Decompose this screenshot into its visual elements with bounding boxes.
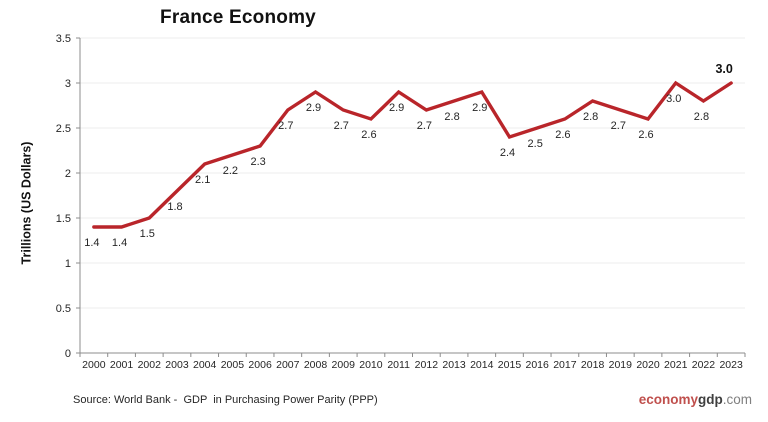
point-label-2002: 1.5 [140, 228, 155, 240]
logo-economy: economy [638, 392, 698, 407]
point-label-2023: 3.0 [715, 62, 732, 76]
x-tick-label-2021: 2021 [664, 359, 688, 371]
y-tick-label-2: 2 [65, 168, 71, 180]
x-tick-label-2023: 2023 [719, 359, 743, 371]
x-tick-label-2006: 2006 [248, 359, 272, 371]
source-note: Source: World Bank - GDP in Purchasing P… [73, 394, 378, 406]
point-label-2018: 2.8 [583, 111, 598, 123]
y-tick-label-3.5: 3.5 [56, 33, 71, 45]
x-tick-label-2022: 2022 [692, 359, 716, 371]
point-label-2010: 2.6 [361, 129, 376, 141]
point-label-2008: 2.9 [306, 102, 321, 114]
x-tick-label-2011: 2011 [387, 359, 410, 371]
y-tick-label-3: 3 [65, 78, 71, 90]
y-tick-label-2.5: 2.5 [56, 123, 71, 135]
point-label-2021: 3.0 [666, 93, 681, 105]
point-label-2006: 2.3 [250, 156, 265, 168]
x-tick-label-2020: 2020 [636, 359, 660, 371]
point-label-2007: 2.7 [278, 120, 293, 132]
point-label-2000: 1.4 [84, 237, 99, 249]
point-label-2001: 1.4 [112, 237, 127, 249]
point-label-2017: 2.6 [555, 129, 570, 141]
x-tick-label-2019: 2019 [609, 359, 633, 371]
x-tick-label-2008: 2008 [304, 359, 328, 371]
x-tick-label-2000: 2000 [82, 359, 106, 371]
y-tick-label-1: 1 [65, 258, 71, 270]
x-tick-label-2002: 2002 [138, 359, 162, 371]
gdp-data-line [92, 80, 733, 229]
x-tick-label-2009: 2009 [332, 359, 356, 371]
x-tick-label-2016: 2016 [526, 359, 550, 371]
x-tick-label-2014: 2014 [470, 359, 494, 371]
x-tick-label-2005: 2005 [221, 359, 245, 371]
point-label-2009: 2.7 [334, 120, 349, 132]
y-tick-label-0.5: 0.5 [56, 303, 71, 315]
point-label-2020: 2.6 [638, 129, 653, 141]
x-tick-label-2012: 2012 [415, 359, 439, 371]
y-tick-label-0: 0 [65, 348, 71, 360]
point-label-2003: 1.8 [167, 201, 182, 213]
point-label-2022: 2.8 [694, 111, 709, 123]
point-label-2015: 2.4 [500, 147, 515, 159]
x-tick-label-2018: 2018 [581, 359, 605, 371]
x-tick-label-2013: 2013 [442, 359, 466, 371]
point-label-2005: 2.2 [223, 165, 238, 177]
point-label-2016: 2.5 [528, 138, 543, 150]
logo-gdp: gdp [697, 392, 723, 407]
point-label-2013: 2.8 [444, 111, 459, 123]
point-label-2012: 2.7 [417, 120, 432, 132]
point-label-2004: 2.1 [195, 174, 210, 186]
y-tick-label-1.5: 1.5 [56, 213, 71, 225]
x-tick-label-2017: 2017 [553, 359, 577, 371]
site-logo: economygdp.com [639, 392, 752, 407]
x-tick-label-2007: 2007 [276, 359, 300, 371]
point-label-2014: 2.9 [472, 102, 487, 114]
x-tick-label-2001: 2001 [110, 359, 134, 371]
x-tick-label-2015: 2015 [498, 359, 522, 371]
chart-title: France Economy [160, 7, 316, 28]
x-tick-label-2003: 2003 [165, 359, 189, 371]
point-label-2019: 2.7 [611, 120, 626, 132]
x-tick-label-2004: 2004 [193, 359, 217, 371]
logo-domain: .com [722, 392, 752, 407]
point-label-2011: 2.9 [389, 102, 404, 114]
x-tick-label-2010: 2010 [359, 359, 383, 371]
